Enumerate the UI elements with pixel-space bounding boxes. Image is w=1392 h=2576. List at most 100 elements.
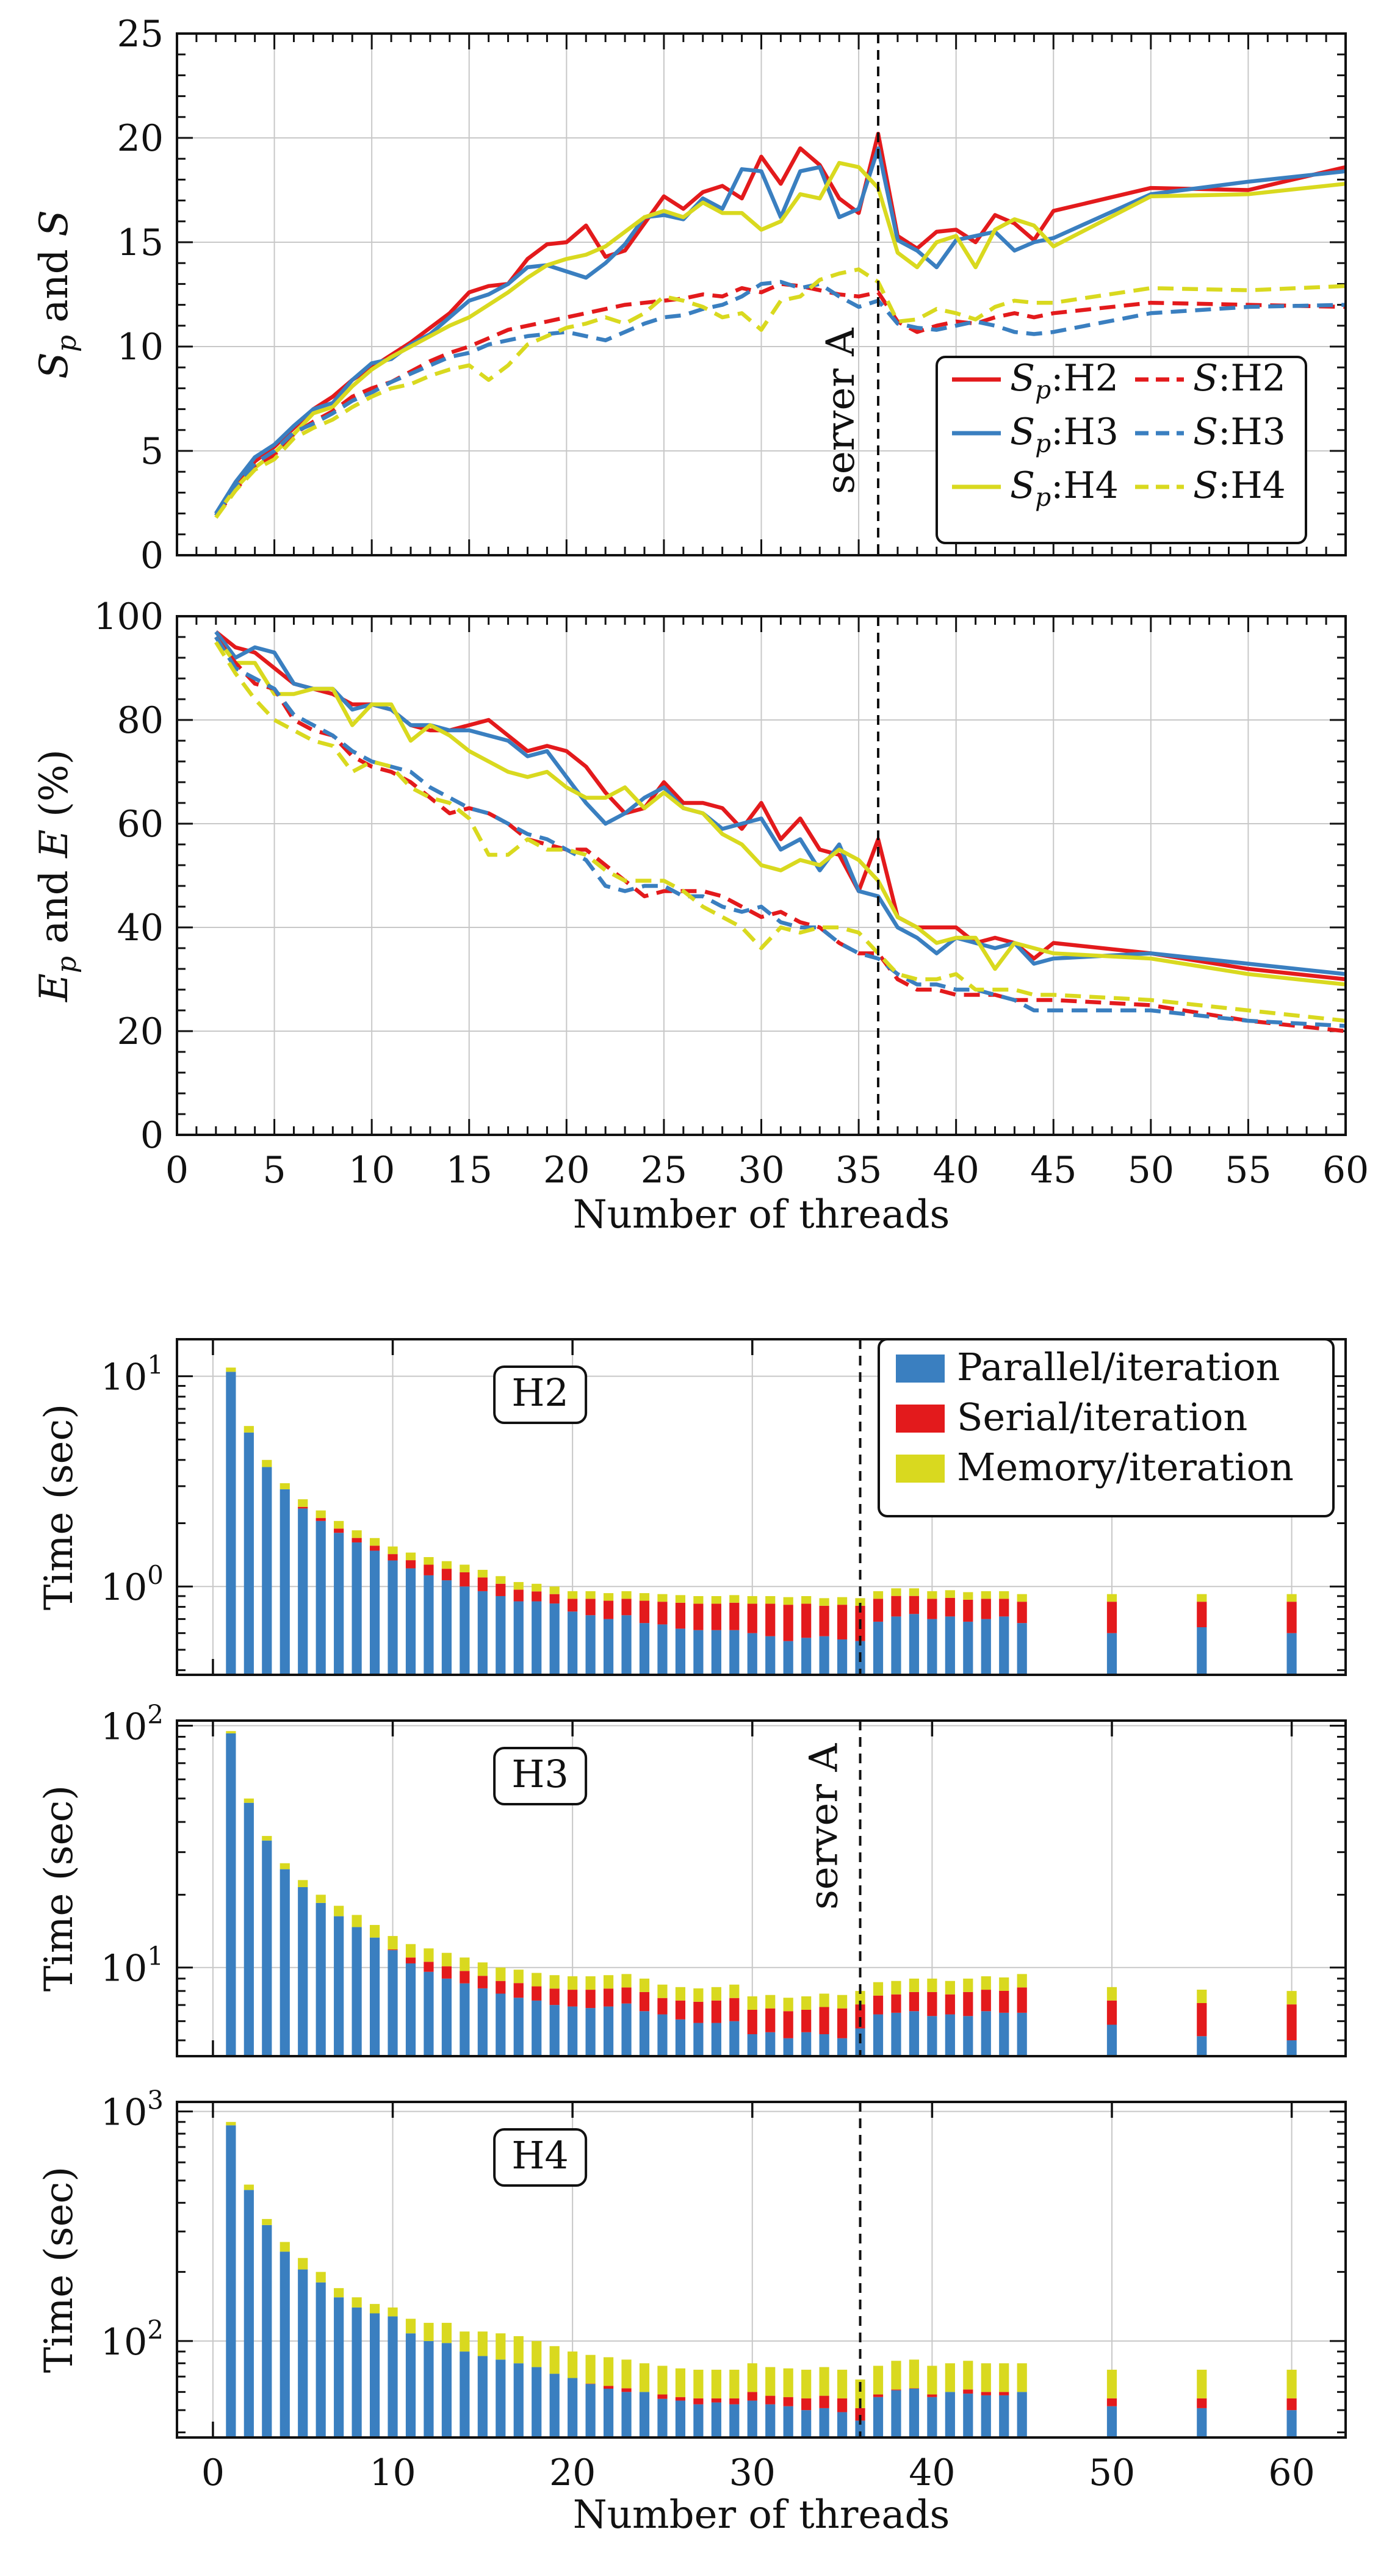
bar-memory <box>837 1995 848 2009</box>
bar-memory <box>1106 2369 1117 2398</box>
bar-parallel <box>873 2014 884 2056</box>
bar-parallel <box>352 2307 362 2437</box>
bar-parallel <box>927 1619 937 1675</box>
bar-parallel <box>549 1603 560 1675</box>
bar-serial <box>621 1987 632 2004</box>
bar-parallel <box>496 1596 506 1675</box>
bar-parallel <box>243 2190 254 2437</box>
bar-parallel <box>783 1641 793 1675</box>
bar-serial <box>873 1995 884 2015</box>
grid <box>176 616 1346 1135</box>
bar-memory <box>675 2368 686 2397</box>
bar-parallel <box>1286 2410 1297 2437</box>
bar-memory <box>424 1557 434 1565</box>
bar-memory <box>388 1936 398 1950</box>
bar-memory <box>873 2366 884 2395</box>
bar-parallel <box>693 1630 704 1675</box>
bar-memory <box>819 2367 829 2396</box>
bar-memory <box>981 1976 991 1990</box>
bar-memory <box>927 1591 937 1599</box>
bar-serial <box>837 1605 848 1639</box>
bar-parallel <box>352 1542 362 1675</box>
bar-memory <box>226 1731 236 1733</box>
bar-serial <box>693 2398 704 2405</box>
bar-parallel <box>585 2384 596 2437</box>
bar-serial <box>783 2397 793 2406</box>
bar-memory <box>1106 1594 1117 1602</box>
bar-memory <box>873 1982 884 1996</box>
bar-parallel <box>585 1615 596 1675</box>
bar-serial <box>765 2395 776 2405</box>
y-tick-label: 20 <box>117 1010 164 1053</box>
series <box>214 630 1346 1034</box>
bar-serial <box>891 1596 901 1617</box>
bar-serial <box>477 1976 488 1988</box>
bar-parallel <box>657 2014 668 2056</box>
bar-memory <box>549 1975 560 1989</box>
bar-parallel <box>693 2404 704 2437</box>
bar-memory <box>477 1962 488 1976</box>
bar-parallel <box>657 2398 668 2437</box>
bar-parallel <box>477 2356 488 2437</box>
bar-parallel <box>568 2378 578 2437</box>
bar-memory <box>675 1987 686 2001</box>
bar-serial <box>909 2388 920 2389</box>
bar-serial <box>675 2000 686 2020</box>
bar-parallel <box>711 2023 721 2056</box>
bar-parallel <box>639 2011 650 2056</box>
bar-parallel <box>513 1601 524 1675</box>
legend-label: Memory/iteration <box>957 1445 1294 1489</box>
bar-memory <box>675 1595 686 1603</box>
bar-memory <box>226 2121 236 2126</box>
bar-parallel <box>460 1586 470 1675</box>
plot-frame <box>176 32 1347 556</box>
bars <box>226 1731 1297 2056</box>
bar-parallel <box>460 1983 470 2056</box>
bar-serial <box>981 1599 991 1619</box>
bar-memory <box>243 1798 254 1803</box>
bar-memory <box>279 2242 290 2252</box>
bar-memory <box>963 1592 973 1600</box>
x-tick-label: 0 <box>201 2452 225 2494</box>
panel-label: H4 <box>493 2128 588 2187</box>
bar-memory <box>460 2331 470 2352</box>
bar-memory <box>819 1993 829 2007</box>
bar-memory <box>855 2379 865 2408</box>
bar-serial <box>496 1981 506 1994</box>
bar-parallel <box>243 1432 254 1675</box>
bar-parallel <box>909 2388 920 2437</box>
bar-memory <box>855 1598 865 1606</box>
bar-parallel <box>963 1621 973 1675</box>
bar-memory <box>711 2369 721 2398</box>
bar-memory <box>1106 1987 1117 2001</box>
bar-parallel <box>981 2395 991 2437</box>
bar-parallel <box>316 1902 326 2056</box>
bar-serial <box>765 2008 776 2032</box>
bar-parallel <box>801 1638 812 1675</box>
bar-parallel <box>747 1633 757 1675</box>
bar-serial <box>1286 2004 1297 2041</box>
bar-parallel <box>532 1601 542 1675</box>
x-axis-label: Number of threads <box>573 1192 950 1237</box>
bar-serial <box>405 1560 416 1569</box>
bar-serial <box>298 1506 308 1509</box>
bar-parallel <box>909 2011 920 2056</box>
bar-memory <box>568 1976 578 1990</box>
series-line-Sp-H4 <box>214 160 1346 517</box>
x-tick-label: 10 <box>369 2452 416 2494</box>
speedup-legend: Sp:H2 S:H2 Sp:H3 S:H3 Sp:H4 S:H4 <box>936 356 1307 544</box>
x-tick-label: 25 <box>641 1149 687 1192</box>
y-tick-label: 25 <box>117 13 164 56</box>
bar-serial <box>675 2397 686 2401</box>
chart-panel-time-h4: 102 103 H4 Time (sec) 0 10 20 30 40 50 60 Number of… <box>37 2085 1347 2538</box>
plot-frame <box>176 2101 1347 2439</box>
bar-parallel <box>369 1550 380 1675</box>
bar-serial <box>675 1602 686 1629</box>
bar-serial <box>1106 1602 1117 1633</box>
bar-memory <box>747 1596 757 1604</box>
bar-parallel <box>765 2032 776 2056</box>
bar-memory <box>424 1948 434 1962</box>
bar-memory <box>496 2333 506 2360</box>
bar-parallel <box>513 2363 524 2437</box>
